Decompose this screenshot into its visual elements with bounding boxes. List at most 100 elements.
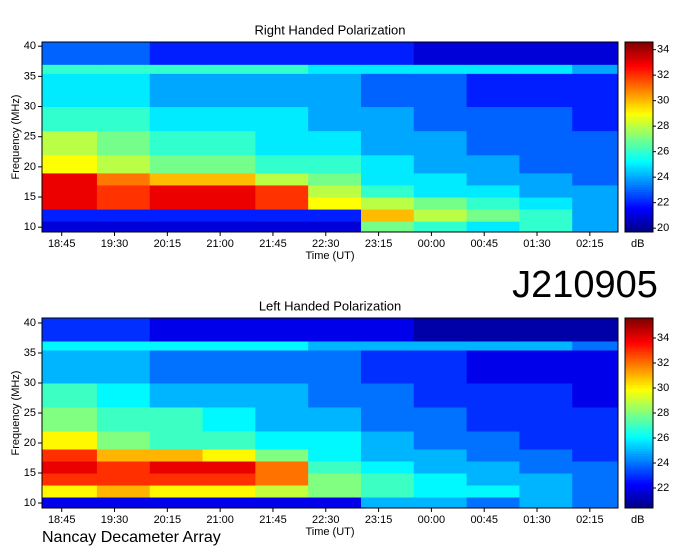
- heat-cell: [519, 406, 573, 432]
- colorbar-strip: [625, 160, 653, 164]
- heat-cell: [466, 473, 520, 486]
- heat-cell: [255, 349, 309, 384]
- colorbar-strip: [625, 56, 653, 60]
- colorbar-strip: [625, 339, 653, 343]
- heat-cell: [466, 461, 520, 474]
- colorbar-strip: [625, 127, 653, 131]
- colorbar-tick-label: 30: [657, 95, 669, 107]
- colorbar-strip: [625, 227, 653, 231]
- colorbar-strip: [625, 346, 653, 350]
- colorbar-strip: [625, 379, 653, 383]
- colorbar-strip: [625, 353, 653, 357]
- colorbar-strip: [625, 82, 653, 86]
- colorbar-strip: [625, 75, 653, 79]
- colorbar-strip: [625, 137, 653, 140]
- heat-cell: [202, 318, 256, 342]
- colorbar-strip: [625, 198, 653, 202]
- colorbar-strip: [625, 177, 653, 181]
- heat-cell: [572, 431, 619, 450]
- colorbar-strip: [625, 367, 653, 371]
- heat-cell: [255, 130, 309, 156]
- heat-cell: [255, 382, 309, 408]
- heat-cell: [96, 461, 151, 474]
- heat-cell: [466, 209, 520, 222]
- heat-cell: [413, 73, 468, 108]
- colorbar-strip: [625, 139, 653, 143]
- colorbar-strip: [625, 427, 653, 431]
- heat-cell: [519, 473, 573, 486]
- heat-cell: [202, 154, 256, 174]
- colorbar-strip: [625, 384, 653, 388]
- heat-cell: [519, 106, 573, 132]
- colorbar-strip: [625, 42, 653, 45]
- heat-cell: [466, 340, 520, 351]
- colorbar-strip: [625, 175, 653, 178]
- colorbar-strip: [625, 165, 653, 169]
- heat-cell: [149, 485, 204, 498]
- heat-cell: [255, 431, 309, 450]
- colorbar-label: dB: [631, 514, 644, 526]
- heat-cell: [149, 209, 204, 222]
- colorbar-strip: [625, 341, 653, 345]
- colorbar-strip: [625, 318, 653, 321]
- colorbar-strip: [625, 453, 653, 457]
- colorbar-strip: [625, 186, 653, 190]
- heat-cell: [202, 73, 256, 108]
- heat-cell: [202, 221, 256, 233]
- heat-cell: [466, 172, 520, 186]
- heat-cell: [413, 318, 468, 342]
- heat-cell: [202, 340, 256, 351]
- heat-cell: [413, 106, 468, 132]
- heat-cell: [308, 221, 362, 233]
- heat-cell: [255, 449, 309, 462]
- heat-cell: [96, 382, 151, 408]
- colorbar-strip: [625, 99, 653, 102]
- heat-cell: [255, 184, 309, 198]
- heat-cell: [572, 73, 619, 108]
- heat-cell: [149, 184, 204, 198]
- heat-cell: [360, 197, 415, 210]
- colorbar-strip: [625, 325, 653, 328]
- heat-cell: [519, 130, 573, 156]
- heat-cell: [149, 172, 204, 186]
- heat-cell: [149, 449, 204, 462]
- heat-cell: [42, 431, 98, 450]
- colorbar-strip: [625, 436, 653, 440]
- heat-cell: [202, 461, 256, 474]
- heat-cell: [42, 209, 98, 222]
- colorbar-strip: [625, 432, 653, 435]
- colorbar-strip: [625, 358, 653, 362]
- heat-cell: [360, 340, 415, 351]
- colorbar-strip: [625, 370, 653, 374]
- colorbar-strip: [625, 360, 653, 364]
- colorbar-strip: [625, 103, 653, 107]
- colorbar-strip: [625, 455, 653, 459]
- heat-cell: [308, 349, 362, 384]
- heat-cell: [42, 73, 98, 108]
- colorbar-strip: [625, 220, 653, 223]
- colorbar-strip: [625, 351, 653, 355]
- heat-cell: [255, 42, 309, 65]
- colorbar-strip: [625, 348, 653, 352]
- colorbar-strip: [625, 68, 653, 71]
- colorbar-strip: [625, 465, 653, 469]
- colorbar-strip: [625, 403, 653, 407]
- heat-cell: [255, 73, 309, 108]
- heat-cell: [519, 172, 573, 186]
- heat-cell: [413, 461, 468, 474]
- heat-cell: [360, 106, 415, 132]
- colorbar-strip: [625, 44, 653, 48]
- heat-cell: [255, 461, 309, 474]
- colorbar-strip: [625, 479, 653, 483]
- heat-cell: [308, 473, 362, 486]
- heat-cell: [255, 340, 309, 351]
- heat-cell: [519, 209, 573, 222]
- colorbar-strip: [625, 424, 653, 428]
- colorbar-strip: [625, 113, 653, 117]
- colorbar-strip: [625, 472, 653, 476]
- x-tick-label: 18:45: [48, 238, 76, 250]
- chart-title: Left Handed Polarization: [259, 298, 401, 313]
- heat-cell: [466, 154, 520, 174]
- heat-cell: [360, 184, 415, 198]
- colorbar-strip: [625, 191, 653, 195]
